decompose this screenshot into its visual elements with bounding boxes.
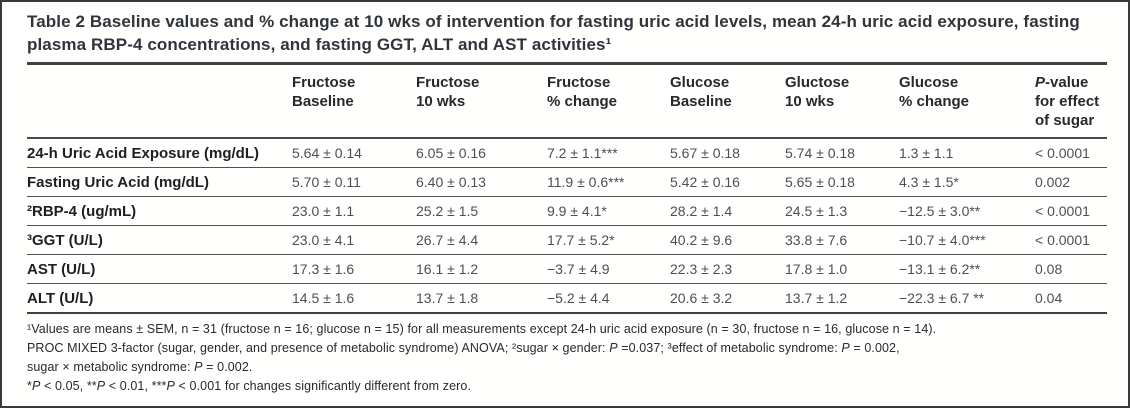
data-cell: 17.7 ± 5.2*: [547, 232, 615, 248]
data-cell: 0.08: [1035, 261, 1063, 277]
column-header-fructose-10wks: Fructose 10 wks: [416, 63, 547, 139]
footnote-line: *P < 0.05, **P < 0.01, ***P < 0.001 for …: [27, 379, 472, 393]
column-header-p-value: P-value for effect of sugar: [1035, 63, 1107, 139]
table-row: ²RBP-4 (ug/mL) 23.0 ± 1.1 25.2 ± 1.5 9.9…: [27, 197, 1107, 226]
column-header-line: Glucose: [899, 74, 959, 91]
column-header-glucose-pct-change: Glucose % change: [899, 63, 1035, 139]
row-header: ³GGT (U/L): [27, 231, 103, 249]
data-cell: 5.74 ± 0.18: [785, 145, 855, 161]
table-title: Table 2 Baseline values and % change at …: [27, 12, 1080, 54]
data-cell: 11.9 ± 0.6***: [547, 174, 625, 190]
column-header-line: % change: [547, 93, 618, 110]
data-cell: 6.05 ± 0.16: [416, 145, 486, 161]
data-cell: −22.3 ± 6.7 **: [899, 290, 985, 306]
data-cell: < 0.0001: [1035, 203, 1090, 219]
data-cell: 16.1 ± 1.2: [416, 261, 479, 277]
footnote-line: PROC MIXED 3-factor (sugar, gender, and …: [27, 341, 900, 355]
data-cell: 5.65 ± 0.18: [785, 174, 855, 190]
column-header-glucose-baseline: Glucose Baseline: [670, 63, 785, 139]
data-cell: 7.2 ± 1.1***: [547, 145, 618, 161]
column-header-line: P-value: [1035, 74, 1089, 91]
data-cell: 13.7 ± 1.8: [416, 290, 479, 306]
column-header-line: Fructose: [292, 74, 356, 91]
data-cell: −12.5 ± 3.0**: [899, 203, 981, 219]
data-cell: −10.7 ± 4.0***: [899, 232, 986, 248]
data-cell: 5.67 ± 0.18: [670, 145, 740, 161]
data-cell: 0.002: [1035, 174, 1071, 190]
data-cell: 22.3 ± 2.3: [670, 261, 733, 277]
column-header-fructose-baseline: Fructose Baseline: [292, 63, 416, 139]
column-header-glucose-10wks: Gluctose 10 wks: [785, 63, 899, 139]
data-cell: 24.5 ± 1.3: [785, 203, 848, 219]
footnote-line: ¹Values are means ± SEM, n = 31 (fructos…: [27, 322, 937, 336]
data-cell: −3.7 ± 4.9: [547, 261, 610, 277]
column-header-line: of sugar: [1035, 112, 1095, 129]
data-cell: 6.40 ± 0.13: [416, 174, 486, 190]
data-cell: 25.2 ± 1.5: [416, 203, 479, 219]
data-cell: 13.7 ± 1.2: [785, 290, 848, 306]
data-cell: 4.3 ± 1.5*: [899, 174, 959, 190]
column-header-line: Fructose: [547, 74, 611, 91]
data-cell: 26.7 ± 4.4: [416, 232, 479, 248]
row-header: AST (U/L): [27, 260, 96, 278]
row-header: 24-h Uric Acid Exposure (mg/dL): [27, 144, 259, 162]
data-cell: 5.64 ± 0.14: [292, 145, 362, 161]
table-row: ³GGT (U/L) 23.0 ± 4.1 26.7 ± 4.4 17.7 ± …: [27, 226, 1107, 255]
table-footnotes: ¹Values are means ± SEM, n = 31 (fructos…: [27, 320, 1103, 396]
data-cell: 20.6 ± 3.2: [670, 290, 733, 306]
table-header-row: Fructose Baseline Fructose 10 wks Fructo…: [27, 63, 1107, 139]
table-row: ALT (U/L) 14.5 ± 1.6 13.7 ± 1.8 −5.2 ± 4…: [27, 284, 1107, 313]
data-cell: 17.8 ± 1.0: [785, 261, 848, 277]
table-row: AST (U/L) 17.3 ± 1.6 16.1 ± 1.2 −3.7 ± 4…: [27, 255, 1107, 284]
data-cell: 23.0 ± 4.1: [292, 232, 355, 248]
column-header-line: Baseline: [292, 93, 354, 110]
row-header: ALT (U/L): [27, 289, 94, 307]
data-cell: 0.04: [1035, 290, 1063, 306]
data-cell: 5.70 ± 0.11: [292, 174, 361, 190]
data-cell: 9.9 ± 4.1*: [547, 203, 607, 219]
data-cell: 23.0 ± 1.1: [292, 203, 355, 219]
data-cell: −5.2 ± 4.4: [547, 290, 610, 306]
column-header-fructose-pct-change: Fructose % change: [547, 63, 670, 139]
column-header-line: Gluctose: [785, 74, 850, 91]
column-header-line: 10 wks: [785, 93, 835, 110]
row-header: Fasting Uric Acid (mg/dL): [27, 173, 209, 191]
data-cell: 1.3 ± 1.1: [899, 145, 954, 161]
row-header: ²RBP-4 (ug/mL): [27, 202, 137, 220]
data-cell: 40.2 ± 9.6: [670, 232, 733, 248]
data-cell: < 0.0001: [1035, 232, 1090, 248]
data-cell: 5.42 ± 0.16: [670, 174, 740, 190]
data-cell: 28.2 ± 1.4: [670, 203, 733, 219]
table-row: Fasting Uric Acid (mg/dL) 5.70 ± 0.11 6.…: [27, 168, 1107, 197]
column-header-line: Fructose: [416, 74, 480, 91]
column-header-line: Glucose: [670, 74, 730, 91]
table-row: 24-h Uric Acid Exposure (mg/dL) 5.64 ± 0…: [27, 138, 1107, 168]
data-cell: 33.8 ± 7.6: [785, 232, 848, 248]
data-cell: 14.5 ± 1.6: [292, 290, 355, 306]
data-table: Fructose Baseline Fructose 10 wks Fructo…: [27, 62, 1107, 314]
data-cell: 17.3 ± 1.6: [292, 261, 355, 277]
column-header-line: % change: [899, 93, 970, 110]
data-cell: −13.1 ± 6.2**: [899, 261, 981, 277]
data-cell: < 0.0001: [1035, 145, 1090, 161]
footnote-line: sugar × metabolic syndrome: P = 0.002.: [27, 360, 253, 374]
column-header-empty: [27, 63, 292, 139]
column-header-line: Baseline: [670, 93, 732, 110]
column-header-line: for effect: [1035, 93, 1100, 110]
column-header-line: 10 wks: [416, 93, 466, 110]
